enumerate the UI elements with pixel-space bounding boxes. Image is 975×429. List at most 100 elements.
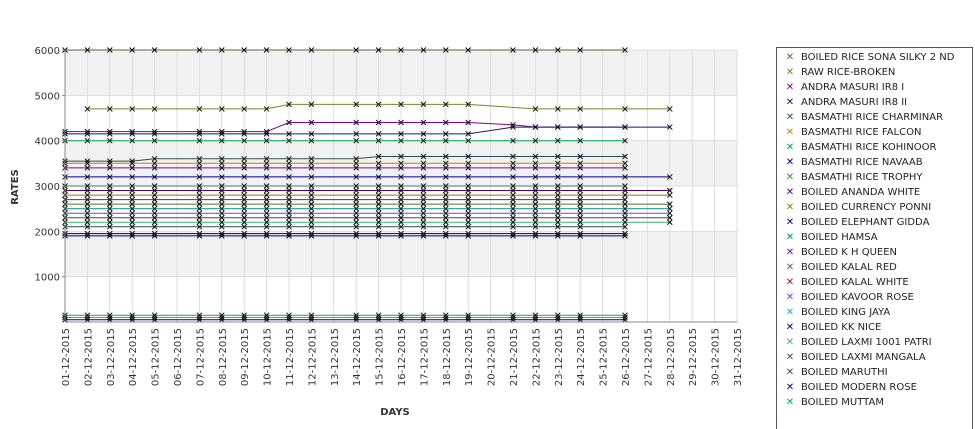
legend-item: ✕ BOILED CURRENCY PONNI [777,202,972,214]
data-point [196,106,203,112]
data-point [241,128,248,135]
data-point [622,187,628,194]
data-point [420,314,427,321]
legend-label: BOILED ELEPHANT GIDDA [801,217,930,228]
data-point [308,155,315,162]
data-point [510,205,516,212]
data-point [286,165,292,171]
data-point [308,214,315,221]
data-point [353,131,360,137]
data-point [241,187,248,194]
data-point [286,183,292,189]
data-point [554,230,561,237]
legend-item: ✕ BOILED KAVOOR ROSE [777,292,972,304]
y-axis-title: RATES [10,169,21,205]
data-point [106,210,113,217]
data-point [84,233,91,239]
data-point [577,214,584,221]
data-point [218,223,225,230]
data-point [84,196,91,203]
data-point [532,47,539,53]
data-point [442,119,449,126]
data-point [375,214,382,221]
data-point [375,119,382,126]
data-point [286,219,292,226]
data-point [420,187,427,194]
x-tick-label: 09-12-2015 [240,328,251,386]
data-point [398,210,404,217]
data-point [510,214,516,221]
x-tick-label: 10-12-2015 [263,328,274,386]
data-point [420,210,427,217]
data-point [218,128,225,135]
data-point [577,314,584,321]
data-point [420,174,427,180]
data-point [106,187,113,194]
data-point [420,183,427,189]
data-point [151,219,158,226]
data-point [622,314,628,321]
data-point [353,201,360,207]
data-point [465,137,472,144]
data-point [554,183,561,189]
data-point [420,312,427,319]
legend-label: BOILED LAXMI 1001 PATRI [801,337,932,348]
data-point [353,312,360,319]
data-point [129,47,136,53]
data-point [510,165,516,171]
data-point [465,119,472,126]
legend-label: BOILED K H QUEEN [801,247,898,258]
data-point [510,312,516,319]
data-point [286,233,292,239]
data-point [151,233,158,239]
x-tick-label: 13-12-2015 [330,328,341,386]
x-tick-label: 18-12-2015 [442,328,453,386]
data-point [577,210,584,217]
data-point [129,183,136,189]
legend-label: BOILED MODERN ROSE [801,382,917,393]
data-point [263,205,270,212]
series-12 [62,230,628,237]
x-tick-label: 31-12-2015 [733,328,744,386]
data-point [375,165,382,171]
data-point [106,106,113,112]
data-point [510,174,516,180]
x-tick-label: 30-12-2015 [711,328,722,386]
data-point [554,106,561,112]
data-point [375,201,382,207]
data-point [106,316,113,323]
legend-marker-icon: ✕ [785,262,795,273]
data-point [263,192,270,198]
data-point [84,223,91,230]
data-point [420,316,427,323]
data-point [622,174,628,180]
data-point [353,314,360,321]
data-point [532,153,539,160]
data-point [622,210,628,217]
data-point [106,223,113,230]
data-point [129,174,136,180]
data-point [622,201,628,207]
data-point [375,174,382,180]
data-point [532,196,539,203]
data-point [577,233,584,239]
data-point [308,205,315,212]
x-tick-label: 26-12-2015 [621,328,632,386]
data-point [554,192,561,198]
data-point [263,155,270,162]
legend-item: ✕ ANDRA MASURI IR8 II [777,97,972,109]
data-point [151,312,158,319]
data-point [510,124,516,130]
data-point [622,137,628,144]
data-point [622,106,628,112]
legend-item: ✕ BOILED LAXMI MANGALA [777,352,972,364]
data-point [353,187,360,194]
data-point [666,219,673,226]
data-point [577,192,584,198]
data-point [196,160,203,167]
data-point [465,210,472,217]
legend-marker-icon: ✕ [785,397,795,408]
data-point [241,223,248,230]
data-point [666,214,673,221]
data-point [241,196,248,203]
